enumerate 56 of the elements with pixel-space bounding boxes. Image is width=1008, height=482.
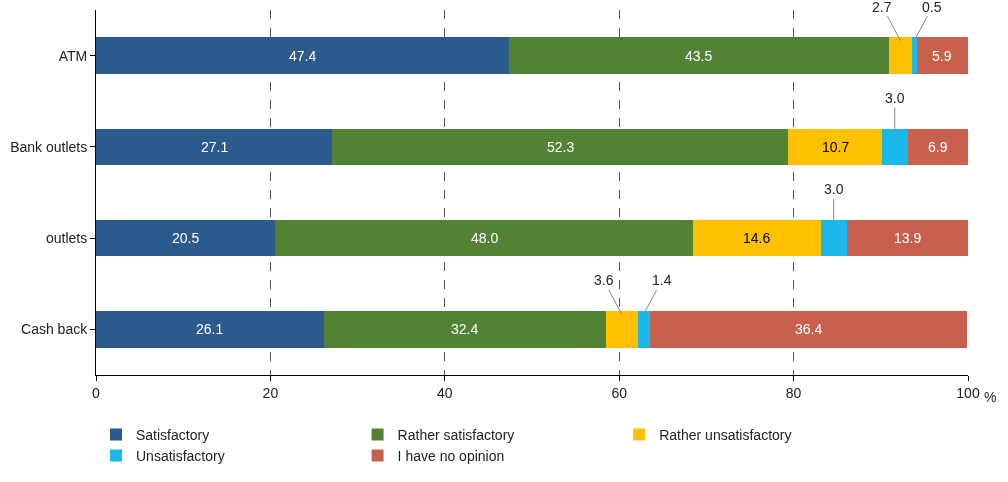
bar — [649, 311, 968, 348]
data-label: 36.4 — [795, 321, 823, 337]
bar — [96, 311, 324, 348]
data-label: 20.5 — [172, 230, 200, 246]
data-label: 10.7 — [822, 139, 850, 155]
bar — [274, 219, 694, 257]
y-tick-label: ATM — [58, 47, 88, 64]
data-label: 32.4 — [451, 321, 479, 337]
bar — [888, 37, 913, 74]
y-tick-label: Bank outlets — [10, 138, 88, 155]
legend-label: Satisfactory — [136, 426, 210, 443]
data-label: 48.0 — [471, 230, 499, 246]
data-label: 6.9 — [928, 139, 948, 155]
data-label: 5.9 — [932, 48, 952, 64]
x-tick-label: 0 — [92, 384, 101, 401]
legend-label: I have no opinion — [397, 448, 505, 465]
data-label: 3.0 — [885, 90, 905, 106]
data-label: 26.1 — [196, 321, 224, 337]
data-label: 47.4 — [289, 48, 317, 64]
x-tick-label: 80 — [785, 384, 802, 401]
x-axis-title: % — [984, 389, 997, 405]
data-label: 3.0 — [824, 181, 844, 197]
legend-label: Rather satisfactory — [397, 426, 515, 443]
data-label: 0.5 — [922, 0, 942, 15]
data-label: 52.3 — [547, 139, 575, 155]
bar — [96, 37, 510, 74]
bar — [637, 311, 650, 348]
legend-label: Rather unsatisfactory — [659, 426, 792, 443]
bar — [332, 128, 789, 166]
data-label: 1.4 — [652, 272, 672, 288]
data-label: 2.7 — [872, 0, 892, 15]
x-tick-label: 20 — [262, 384, 279, 401]
data-label: 27.1 — [201, 139, 229, 155]
bar — [323, 311, 607, 348]
data-label: 14.6 — [743, 230, 771, 246]
bar — [881, 128, 908, 166]
legend-label: Unsatisfactory — [136, 448, 225, 465]
bar — [846, 219, 968, 257]
x-tick-label: 100 — [956, 384, 980, 401]
bar — [907, 128, 968, 166]
bar — [693, 219, 821, 257]
bar — [916, 37, 968, 74]
data-label: 13.9 — [894, 230, 922, 246]
y-tick-label: outlets — [45, 230, 88, 247]
bar — [509, 37, 889, 74]
y-tick-label: Cash back — [21, 321, 89, 338]
bar — [912, 37, 917, 74]
bar — [96, 219, 275, 257]
bar — [96, 128, 333, 166]
x-tick-label: 40 — [437, 384, 453, 401]
bar — [788, 128, 882, 166]
bar — [820, 219, 847, 257]
bar — [606, 311, 638, 348]
data-label: 3.6 — [594, 272, 614, 288]
x-tick-label: 60 — [611, 384, 628, 401]
data-label: 43.5 — [685, 48, 713, 64]
